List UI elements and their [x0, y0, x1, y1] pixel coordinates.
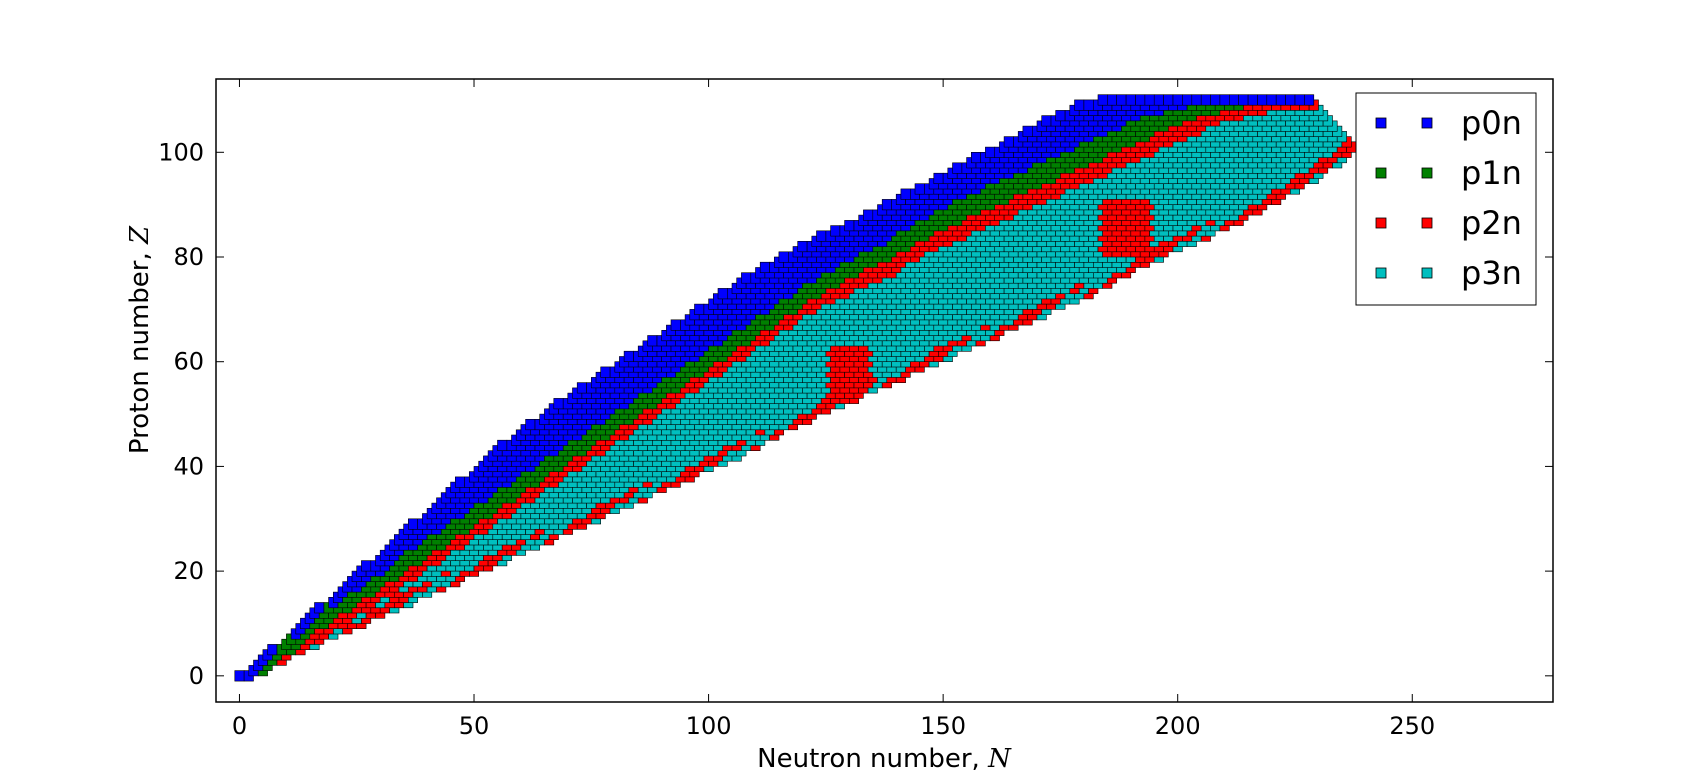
x-axis-label: Neutron number, N	[757, 744, 1012, 773]
legend-label-p0n: p0n	[1461, 104, 1522, 142]
point-p0n	[1116, 94, 1127, 106]
point-p0n	[778, 251, 789, 263]
legend-marker-p1n	[1421, 167, 1433, 179]
point-p0n	[1294, 94, 1305, 106]
point-p0n	[1182, 94, 1193, 106]
point-p0n	[1083, 99, 1094, 111]
point-p0n	[985, 146, 996, 158]
point-p0n	[1097, 94, 1108, 106]
legend-label-p3n: p3n	[1461, 254, 1522, 292]
point-p0n	[647, 335, 658, 347]
legend-marker-p0n	[1375, 117, 1387, 129]
legend: p0n p1n p2n p3n	[1355, 92, 1537, 306]
legend-marker-p2n	[1421, 217, 1433, 229]
point-p0n	[1135, 94, 1146, 106]
legend-label-p1n: p1n	[1461, 154, 1522, 192]
point-p0n	[361, 560, 372, 572]
y-tick-label: 60	[173, 348, 204, 376]
point-p0n	[314, 602, 325, 614]
data-points	[234, 94, 1357, 682]
legend-label-p2n: p2n	[1461, 204, 1522, 242]
point-p0n	[497, 439, 508, 452]
point-p0n	[952, 162, 963, 174]
point-p0n	[1107, 94, 1118, 106]
axis-ticks: 0 50 100 150 200 250 0 20 40 60 80 100	[158, 79, 1553, 740]
x-tick-label: 0	[232, 712, 247, 740]
point-p0n	[914, 183, 925, 195]
point-p0n	[741, 272, 752, 284]
point-p0n	[600, 366, 611, 378]
point-p0n	[1172, 94, 1183, 106]
x-tick-label: 250	[1389, 712, 1435, 740]
point-p0n	[1219, 94, 1230, 106]
y-axis-label: Proton number, Z	[125, 225, 155, 454]
point-p0n	[670, 319, 681, 331]
point-p0n	[1238, 94, 1249, 106]
point-p0n	[1003, 136, 1014, 148]
point-p0n	[623, 350, 634, 363]
point-p0n	[1144, 94, 1155, 106]
point-p0n	[1041, 115, 1052, 127]
point-p0n	[1191, 94, 1202, 106]
x-tick-label: 50	[459, 712, 490, 740]
point-p0n	[407, 518, 418, 530]
point-p0n	[1275, 94, 1286, 106]
point-p0n	[1163, 94, 1174, 106]
point-p0n	[900, 188, 911, 200]
point-p0n	[1229, 94, 1240, 106]
x-tick-label: 100	[686, 712, 732, 740]
point-p0n	[863, 209, 874, 221]
plot-frame	[215, 78, 1554, 703]
point-p0n	[1125, 94, 1136, 106]
point-p0n	[830, 225, 841, 237]
point-p0n	[1055, 110, 1066, 122]
point-p0n	[1200, 94, 1211, 106]
point-p0n	[933, 172, 944, 184]
legend-marker-p0n	[1421, 117, 1433, 129]
point-p0n	[797, 241, 808, 253]
y-axis-symbol: Z	[125, 225, 155, 245]
point-p0n	[1247, 94, 1258, 106]
point-p0n	[717, 288, 728, 300]
point-p0n	[844, 220, 855, 232]
point-p0n	[1304, 94, 1315, 106]
x-tick-label: 150	[920, 712, 966, 740]
point-p0n	[970, 152, 981, 164]
point-p0n	[1210, 94, 1221, 106]
y-tick-label: 80	[173, 243, 204, 271]
point-p0n	[576, 382, 587, 394]
point-p0n	[1074, 99, 1085, 111]
y-tick-label: 0	[189, 662, 204, 690]
point-p0n	[234, 670, 245, 682]
point-p0n	[1266, 94, 1277, 106]
point-p0n	[267, 644, 278, 656]
point-p0n	[881, 199, 892, 211]
y-tick-label: 100	[158, 138, 204, 166]
point-p0n	[759, 261, 770, 274]
point-p0n	[553, 398, 564, 410]
legend-marker-p2n	[1375, 217, 1387, 229]
point-p0n	[1153, 94, 1164, 106]
legend-marker-p1n	[1375, 167, 1387, 179]
legend-marker-p3n	[1421, 267, 1433, 279]
legend-marker-p3n	[1375, 267, 1387, 279]
x-axis-symbol: N	[987, 744, 1012, 773]
y-tick-label: 20	[173, 557, 204, 585]
y-tick-label: 40	[173, 452, 204, 480]
point-p0n	[694, 303, 705, 315]
point-p0n	[525, 418, 536, 431]
point-p0n	[816, 230, 827, 242]
point-p0n	[1257, 94, 1268, 106]
point-p0n	[1022, 125, 1033, 137]
point-p0n	[1285, 94, 1296, 106]
point-p0n	[454, 476, 465, 488]
x-tick-label: 200	[1155, 712, 1201, 740]
